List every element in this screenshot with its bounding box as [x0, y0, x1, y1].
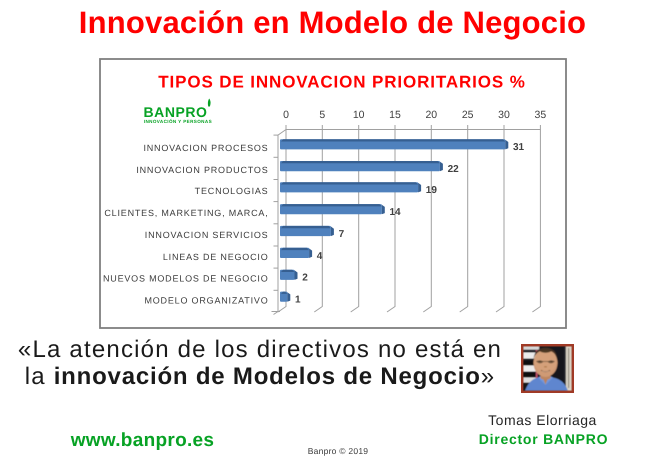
svg-text:4: 4 [317, 251, 323, 262]
svg-text:19: 19 [426, 185, 438, 196]
svg-text:BANPRO: BANPRO [144, 104, 208, 120]
svg-text:0: 0 [283, 109, 289, 121]
svg-text:31: 31 [513, 142, 525, 153]
svg-text:INNOVACION PROCESOS: INNOVACION PROCESOS [143, 143, 268, 153]
svg-text:TIPOS DE INNOVACION PRIORITARI: TIPOS DE INNOVACION PRIORITARIOS % [158, 72, 525, 91]
svg-text:LINEAS DE NEGOCIO: LINEAS DE NEGOCIO [163, 252, 269, 262]
svg-text:7: 7 [339, 229, 345, 240]
svg-text:35: 35 [535, 109, 547, 121]
svg-text:10: 10 [353, 109, 365, 121]
svg-text:14: 14 [390, 207, 402, 218]
svg-text:22: 22 [448, 164, 460, 175]
svg-text:15: 15 [389, 109, 401, 121]
svg-text:INNOVACIÓN Y PERSONAS: INNOVACIÓN Y PERSONAS [144, 118, 212, 124]
svg-text:30: 30 [498, 109, 510, 121]
svg-text:20: 20 [425, 109, 437, 121]
svg-text:CLIENTES, MARKETING, MARCA,: CLIENTES, MARKETING, MARCA, [104, 208, 268, 218]
svg-text:MODELO ORGANIZATIVO: MODELO ORGANIZATIVO [144, 296, 268, 306]
svg-text:5: 5 [319, 109, 325, 121]
svg-text:1: 1 [295, 295, 301, 306]
svg-text:TECNOLOGIAS: TECNOLOGIAS [195, 186, 269, 196]
svg-text:INNOVACION PRODUCTOS: INNOVACION PRODUCTOS [136, 165, 268, 175]
svg-text:25: 25 [462, 109, 474, 121]
svg-text:INNOVACION SERVICIOS: INNOVACION SERVICIOS [145, 230, 269, 240]
svg-text:2: 2 [302, 273, 308, 284]
svg-text:NUEVOS MODELOS DE NEGOCIO: NUEVOS MODELOS DE NEGOCIO [103, 274, 269, 284]
